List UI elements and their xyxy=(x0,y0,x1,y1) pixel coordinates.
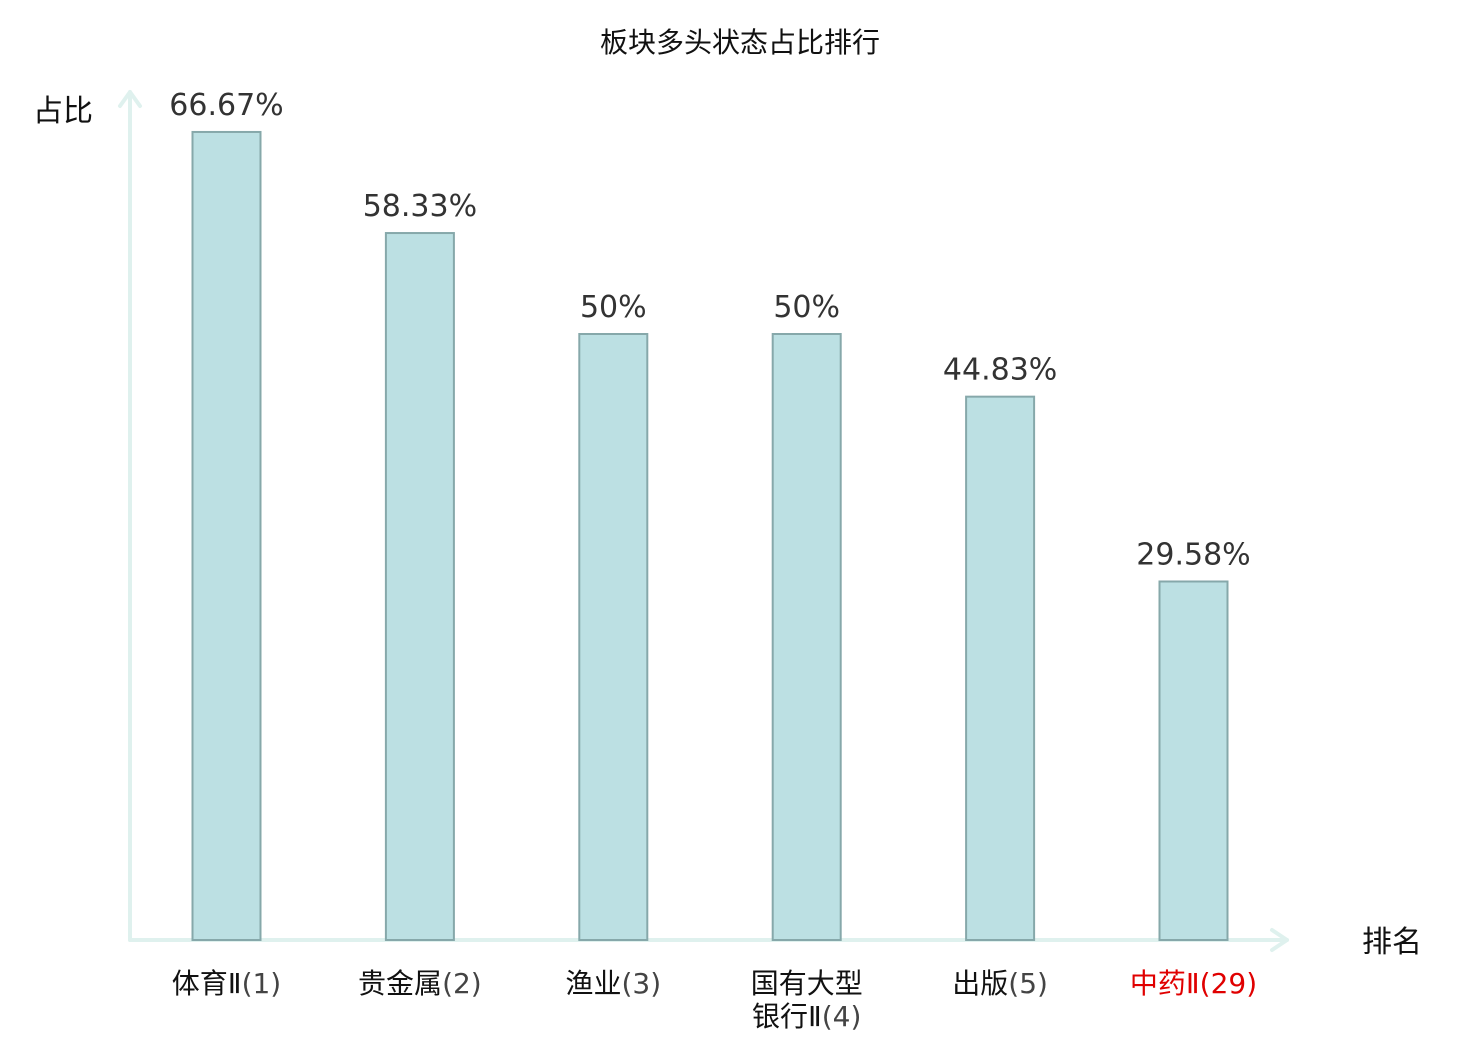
x-axis-title: 排名 xyxy=(1362,925,1422,960)
y-axis: 占比 xyxy=(33,90,142,942)
category-label-3-line-1: 渔业(3) xyxy=(565,967,661,1000)
category-rank: (1) xyxy=(242,967,282,1000)
category-rank: (2) xyxy=(442,967,482,1000)
category-name: 中药Ⅱ xyxy=(1130,967,1200,1000)
y-axis-title: 占比 xyxy=(33,94,93,129)
value-label-4: 50% xyxy=(773,290,840,325)
category-rank: (4) xyxy=(822,1000,862,1033)
category-label-6-line-1: 中药Ⅱ(29) xyxy=(1130,967,1257,1000)
category-rank: (5) xyxy=(1008,967,1048,1000)
bar-4 xyxy=(771,333,842,941)
category-name: 出版 xyxy=(952,967,1008,1000)
bar-1 xyxy=(191,130,262,941)
category-rank: (29) xyxy=(1200,967,1257,1000)
value-labels: 66.67% 58.33% 50% 50% 44.83% 29.58% xyxy=(169,88,1250,573)
value-label-1: 66.67% xyxy=(169,88,283,123)
category-label-4-line-1: 国有大型 xyxy=(751,967,863,1000)
value-label-3: 50% xyxy=(580,290,647,325)
x-axis: 排名 xyxy=(128,925,1422,960)
bar-3 xyxy=(578,333,649,941)
category-name: 贵金属 xyxy=(358,967,442,1000)
chart-title: 板块多头状态占比排行 xyxy=(600,26,880,59)
value-label-2: 58.33% xyxy=(363,189,477,224)
x-axis-arrow xyxy=(1270,928,1289,952)
category-label-1-line-1: 体育Ⅱ(1) xyxy=(172,967,281,1000)
bar-2 xyxy=(384,232,455,941)
category-name: 银行Ⅱ xyxy=(752,1000,822,1033)
category-name: 渔业 xyxy=(565,967,621,1000)
value-label-6: 29.58% xyxy=(1136,537,1250,572)
category-name: 国有大型 xyxy=(751,967,863,1000)
value-label-5: 44.83% xyxy=(943,353,1057,388)
category-label-4-line-2: 银行Ⅱ(4) xyxy=(752,1000,861,1033)
category-label-5-line-1: 出版(5) xyxy=(952,967,1048,1000)
category-label-2-line-1: 贵金属(2) xyxy=(358,967,482,1000)
bars xyxy=(191,130,1229,942)
category-rank: (3) xyxy=(621,967,661,1000)
bar-5 xyxy=(965,395,1036,941)
bar-6 xyxy=(1158,580,1229,942)
category-name: 体育Ⅱ xyxy=(172,967,242,1000)
y-axis-arrow xyxy=(118,90,142,108)
